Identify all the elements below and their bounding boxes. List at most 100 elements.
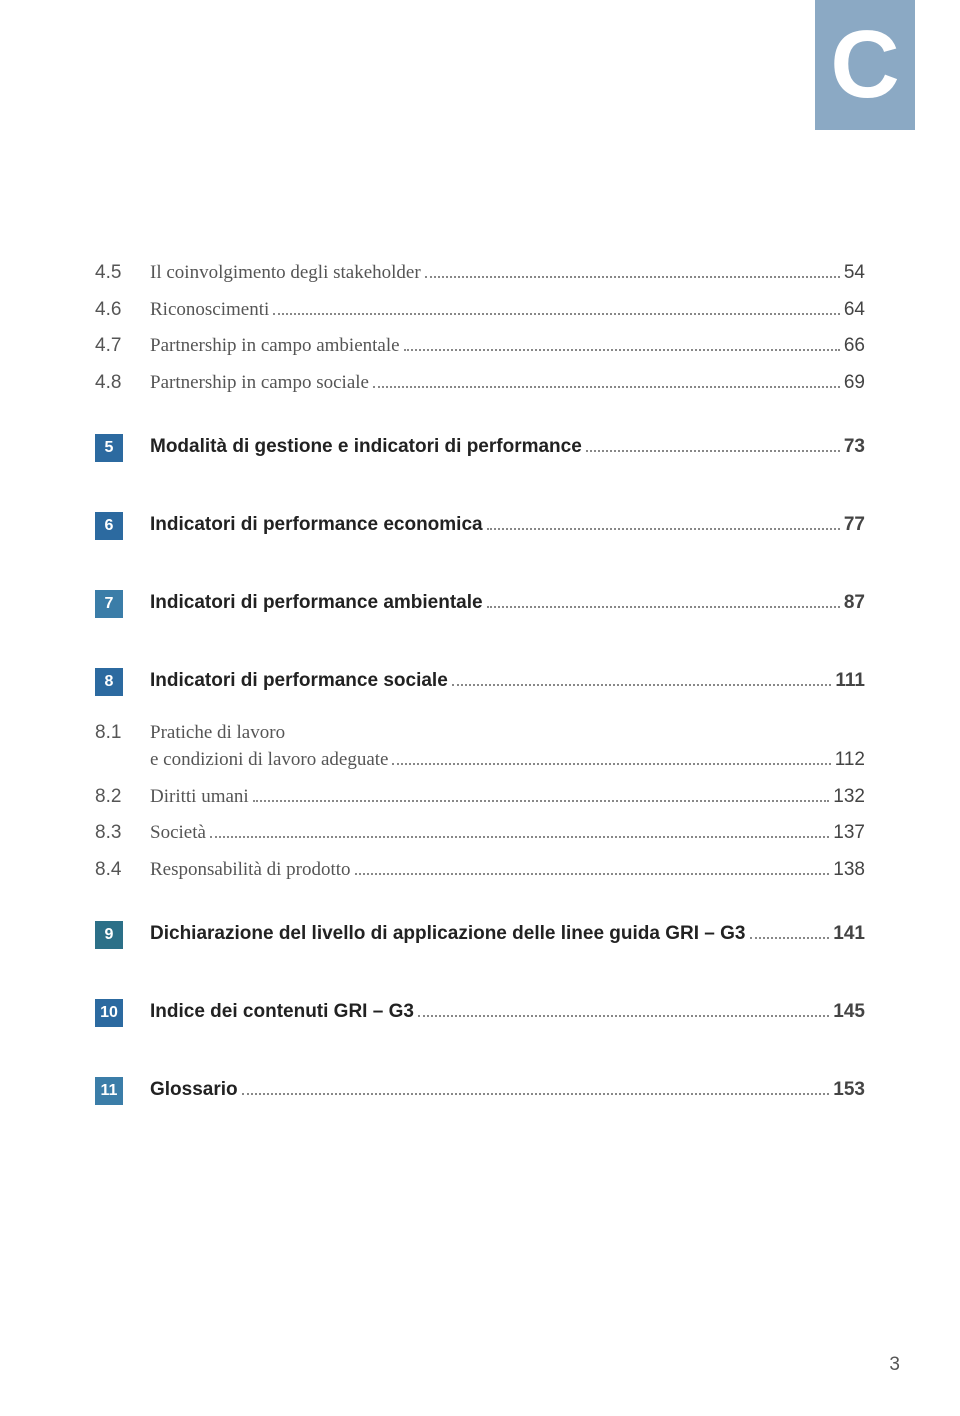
toc-section-row: 10 Indice dei contenuti GRI – G3 145	[95, 999, 865, 1027]
toc-row: 8.3 Società 137	[95, 820, 865, 847]
section-badge: 8	[95, 668, 123, 696]
toc-badge-wrap: 5	[95, 434, 150, 462]
toc-leader-dots	[273, 313, 840, 315]
toc-title: Riconoscimenti	[150, 297, 269, 324]
toc-page: 66	[844, 333, 865, 360]
toc-row: 4.8 Partnership in campo sociale 69	[95, 370, 865, 397]
toc-row: 8.2 Diritti umani 132	[95, 784, 865, 811]
toc-page: 87	[844, 590, 865, 617]
toc-section-row: 11 Glossario 153	[95, 1077, 865, 1105]
toc-leader-dots	[487, 528, 840, 530]
toc-line: Diritti umani 132	[150, 784, 865, 811]
toc-leader-dots	[242, 1093, 830, 1095]
toc-page: 111	[835, 668, 865, 695]
toc-content: 4.5 Il coinvolgimento degli stakeholder …	[95, 260, 865, 1115]
toc-leader-dots	[355, 873, 830, 875]
section-badge: 6	[95, 512, 123, 540]
toc-badge-wrap: 7	[95, 590, 150, 618]
toc-page: 137	[833, 820, 865, 847]
toc-page: 153	[833, 1077, 865, 1104]
toc-leader-dots	[487, 606, 840, 608]
toc-row: 4.5 Il coinvolgimento degli stakeholder …	[95, 260, 865, 287]
toc-line: Indicatori di performance ambientale 87	[150, 590, 865, 617]
toc-leader-dots	[586, 450, 840, 452]
page-number: 3	[889, 1354, 900, 1376]
toc-title: Glossario	[150, 1077, 238, 1104]
toc-title: Il coinvolgimento degli stakeholder	[150, 260, 421, 287]
section-badge: 9	[95, 921, 123, 949]
toc-number: 4.8	[95, 372, 150, 394]
toc-leader-dots	[210, 836, 829, 838]
toc-line: Partnership in campo sociale 69	[150, 370, 865, 397]
toc-number: 8.2	[95, 786, 150, 808]
toc-line: Il coinvolgimento degli stakeholder 54	[150, 260, 865, 287]
toc-page: 141	[833, 921, 865, 948]
toc-leader-dots	[404, 349, 840, 351]
toc-line: Indicatori di performance economica 77	[150, 512, 865, 539]
toc-line: Indicatori di performance sociale 111	[150, 668, 865, 695]
toc-line: Riconoscimenti 64	[150, 297, 865, 324]
corner-badge: C	[815, 0, 915, 130]
toc-row: 8.1 Pratiche di lavoro e condizioni di l…	[95, 720, 865, 773]
toc-title: Responsabilità di prodotto	[150, 857, 351, 884]
section-badge: 5	[95, 434, 123, 462]
toc-row: 4.6 Riconoscimenti 64	[95, 297, 865, 324]
toc-page: 73	[844, 434, 865, 461]
toc-page: 69	[844, 370, 865, 397]
toc-leader-dots	[253, 800, 830, 802]
toc-leader-dots	[392, 763, 830, 765]
toc-row: 8.4 Responsabilità di prodotto 138	[95, 857, 865, 884]
toc-page: 112	[835, 747, 865, 774]
toc-number: 4.5	[95, 262, 150, 284]
toc-page: 64	[844, 297, 865, 324]
toc-leader-dots	[750, 937, 830, 939]
toc-line: Società 137	[150, 820, 865, 847]
toc-page: 138	[833, 857, 865, 884]
section-badge: 7	[95, 590, 123, 618]
toc-number: 4.6	[95, 299, 150, 321]
toc-line: Dichiarazione del livello di applicazion…	[150, 921, 865, 948]
toc-leader-dots	[425, 276, 840, 278]
toc-title: Società	[150, 820, 206, 847]
toc-title: Dichiarazione del livello di applicazion…	[150, 921, 746, 948]
toc-line: Indice dei contenuti GRI – G3 145	[150, 999, 865, 1026]
toc-row: 4.7 Partnership in campo ambientale 66	[95, 333, 865, 360]
toc-section-row: 8 Indicatori di performance sociale 111	[95, 668, 865, 696]
toc-title: Indicatori di performance sociale	[150, 668, 448, 695]
section-badge: 11	[95, 1077, 123, 1105]
toc-line: Modalità di gestione e indicatori di per…	[150, 434, 865, 461]
toc-title: Indicatori di performance ambientale	[150, 590, 483, 617]
toc-section-row: 7 Indicatori di performance ambientale 8…	[95, 590, 865, 618]
toc-badge-wrap: 10	[95, 999, 150, 1027]
toc-title: Partnership in campo sociale	[150, 370, 369, 397]
toc-section-row: 5 Modalità di gestione e indicatori di p…	[95, 434, 865, 462]
toc-line: Responsabilità di prodotto 138	[150, 857, 865, 884]
toc-badge-wrap: 8	[95, 668, 150, 696]
toc-leader-dots	[373, 386, 840, 388]
toc-title: Indice dei contenuti GRI – G3	[150, 999, 414, 1026]
corner-badge-letter: C	[830, 10, 899, 120]
toc-line: Glossario 153	[150, 1077, 865, 1104]
toc-badge-wrap: 11	[95, 1077, 150, 1105]
toc-line: Partnership in campo ambientale 66	[150, 333, 865, 360]
toc-section-row: 9 Dichiarazione del livello di applicazi…	[95, 921, 865, 949]
toc-title-line2: e condizioni di lavoro adeguate	[150, 747, 388, 774]
toc-section-row: 6 Indicatori di performance economica 77	[95, 512, 865, 540]
toc-page: 54	[844, 260, 865, 287]
toc-title: Indicatori di performance economica	[150, 512, 483, 539]
section-badge: 10	[95, 999, 123, 1027]
toc-page: 77	[844, 512, 865, 539]
toc-number: 4.7	[95, 335, 150, 357]
toc-number: 8.3	[95, 822, 150, 844]
toc-number: 8.4	[95, 859, 150, 881]
toc-line: Pratiche di lavoro e condizioni di lavor…	[150, 720, 865, 773]
toc-badge-wrap: 9	[95, 921, 150, 949]
toc-leader-dots	[452, 684, 832, 686]
toc-title-line1: Pratiche di lavoro	[150, 720, 865, 747]
toc-title: Diritti umani	[150, 784, 249, 811]
toc-page: 132	[833, 784, 865, 811]
toc-number: 8.1	[95, 722, 150, 744]
toc-badge-wrap: 6	[95, 512, 150, 540]
toc-title: Partnership in campo ambientale	[150, 333, 400, 360]
toc-leader-dots	[418, 1015, 829, 1017]
